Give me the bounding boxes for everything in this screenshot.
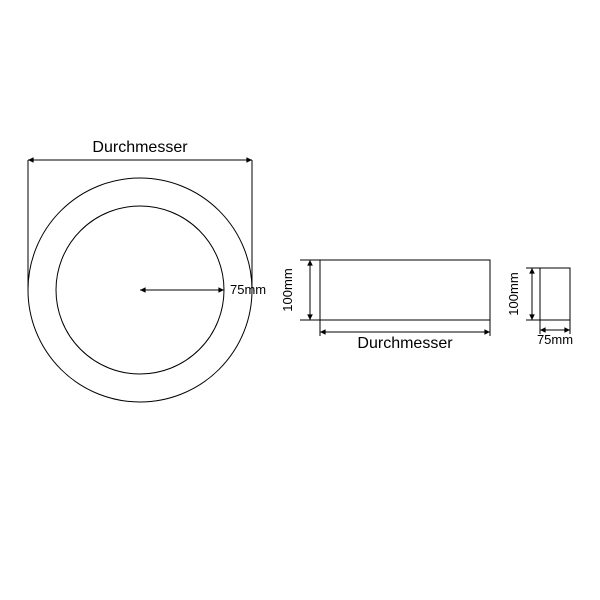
small-wlabel: 75mm bbox=[537, 332, 573, 347]
small-view: 100mm 75mm bbox=[506, 268, 573, 347]
side-rect bbox=[320, 260, 490, 320]
technical-drawing: Durchmesser 75mm 100mm Durchmesser 100mm… bbox=[0, 0, 600, 600]
side-view: 100mm Durchmesser bbox=[280, 260, 490, 352]
top-view: Durchmesser 75mm bbox=[28, 139, 266, 402]
small-hlabel: 100mm bbox=[506, 272, 521, 315]
top-dim-label: Durchmesser bbox=[92, 139, 188, 156]
side-hlabel: 100mm bbox=[280, 268, 295, 311]
inner-dim-label: 75mm bbox=[230, 282, 266, 297]
side-wlabel: Durchmesser bbox=[357, 335, 453, 352]
small-rect bbox=[540, 268, 570, 320]
